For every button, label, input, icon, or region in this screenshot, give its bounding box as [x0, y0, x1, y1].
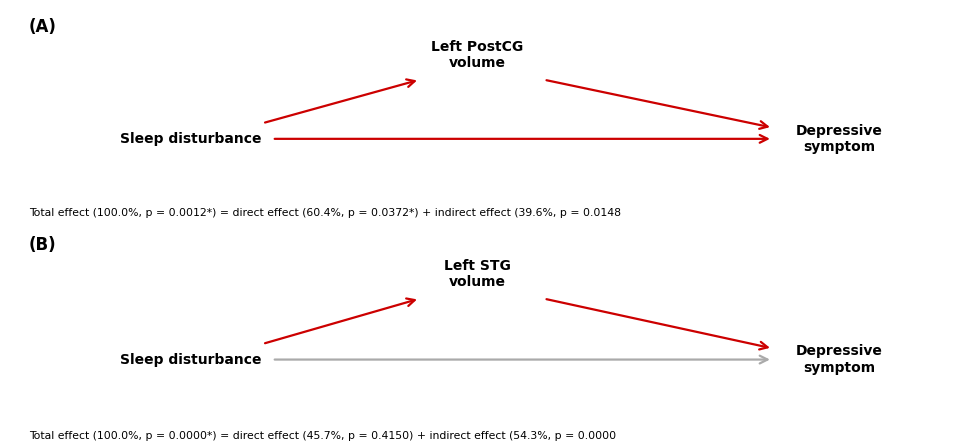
Text: Sleep disturbance: Sleep disturbance [120, 352, 261, 367]
Text: Total effect (100.0%, p = 0.0000*) = direct effect (45.7%, p = 0.4150) + indirec: Total effect (100.0%, p = 0.0000*) = dir… [29, 431, 615, 441]
Text: Left STG
volume: Left STG volume [443, 259, 510, 289]
Text: (A): (A) [29, 18, 56, 36]
Text: (B): (B) [29, 236, 56, 254]
Text: Total effect (100.0%, p = 0.0012*) = direct effect (60.4%, p = 0.0372*) + indire: Total effect (100.0%, p = 0.0012*) = dir… [29, 208, 620, 218]
Text: Sleep disturbance: Sleep disturbance [120, 132, 261, 146]
Text: Depressive
symptom: Depressive symptom [795, 124, 882, 154]
Text: Depressive
symptom: Depressive symptom [795, 344, 882, 375]
Text: Left PostCG
volume: Left PostCG volume [431, 40, 522, 70]
